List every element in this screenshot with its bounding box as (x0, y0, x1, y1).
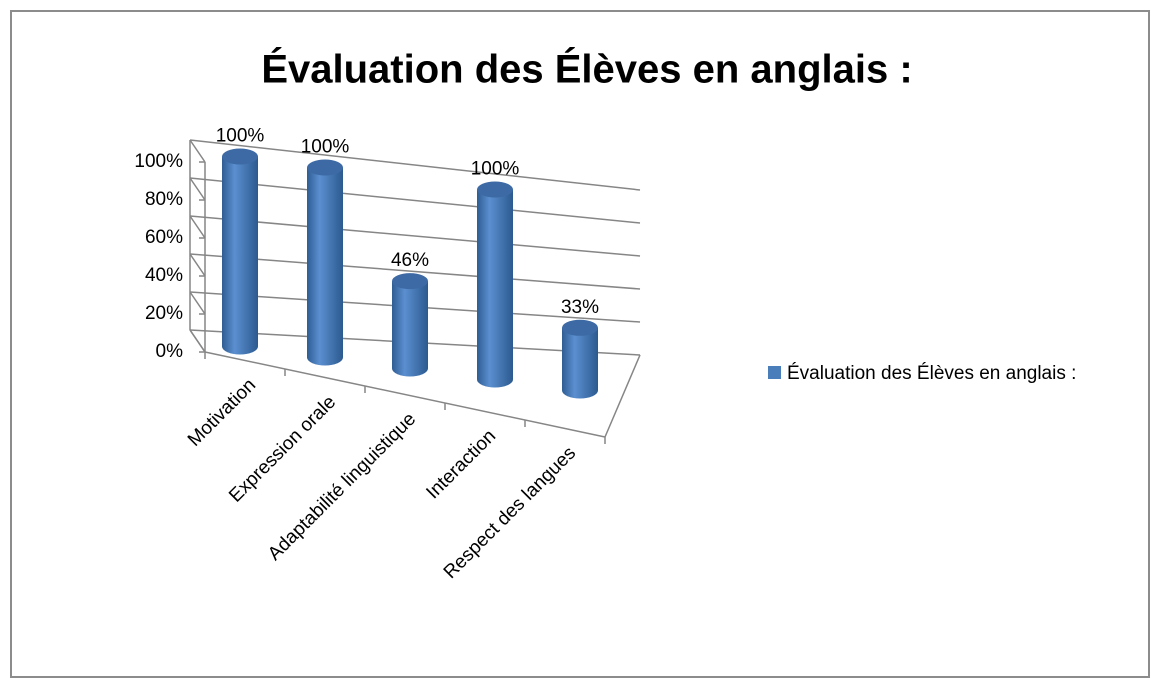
data-label: 33% (561, 297, 599, 318)
grid-line-side (189, 329, 206, 353)
floor-right-edge (604, 354, 641, 438)
legend: Évaluation des Élèves en anglais : (768, 360, 1148, 387)
floor-front-edge (204, 351, 606, 438)
grid-line-side (189, 177, 206, 201)
x-tick-label: Interaction (422, 426, 500, 504)
grid-line (189, 139, 641, 191)
grid-line (189, 177, 641, 224)
bar-top (392, 273, 428, 290)
legend-key (768, 366, 781, 379)
grid-line-side (189, 253, 206, 277)
bar (562, 327, 598, 399)
y-tick-label: 60% (145, 227, 183, 248)
grid-line (189, 253, 641, 290)
x-tick-label: Motivation (184, 375, 260, 451)
bar (477, 189, 513, 388)
y-tick-label: 100% (134, 151, 183, 172)
chart-title: Évaluation des Élèves en anglais : (261, 47, 912, 92)
bar-top (222, 148, 258, 165)
grid-line-side (189, 139, 206, 163)
bar-top (307, 159, 343, 176)
y-tick-label: 20% (145, 303, 183, 324)
grid-line (189, 215, 641, 257)
bar (222, 156, 258, 355)
chart-frame (10, 10, 1150, 678)
x-tick-label: Expression orale (225, 392, 340, 507)
bar-top (562, 319, 598, 336)
bar (307, 167, 343, 366)
data-label: 100% (301, 137, 350, 158)
y-tick-label: 40% (145, 265, 183, 286)
data-label: 100% (216, 126, 265, 147)
data-label: 46% (391, 250, 429, 271)
bar (392, 281, 428, 377)
grid-line-side (189, 215, 206, 239)
bar-top (477, 181, 513, 198)
y-tick-label: 80% (145, 189, 183, 210)
y-tick-label: 0% (156, 341, 184, 362)
legend-label: Évaluation des Élèves en anglais : (787, 363, 1077, 384)
data-label: 100% (471, 159, 520, 180)
grid-line-side (189, 291, 206, 315)
